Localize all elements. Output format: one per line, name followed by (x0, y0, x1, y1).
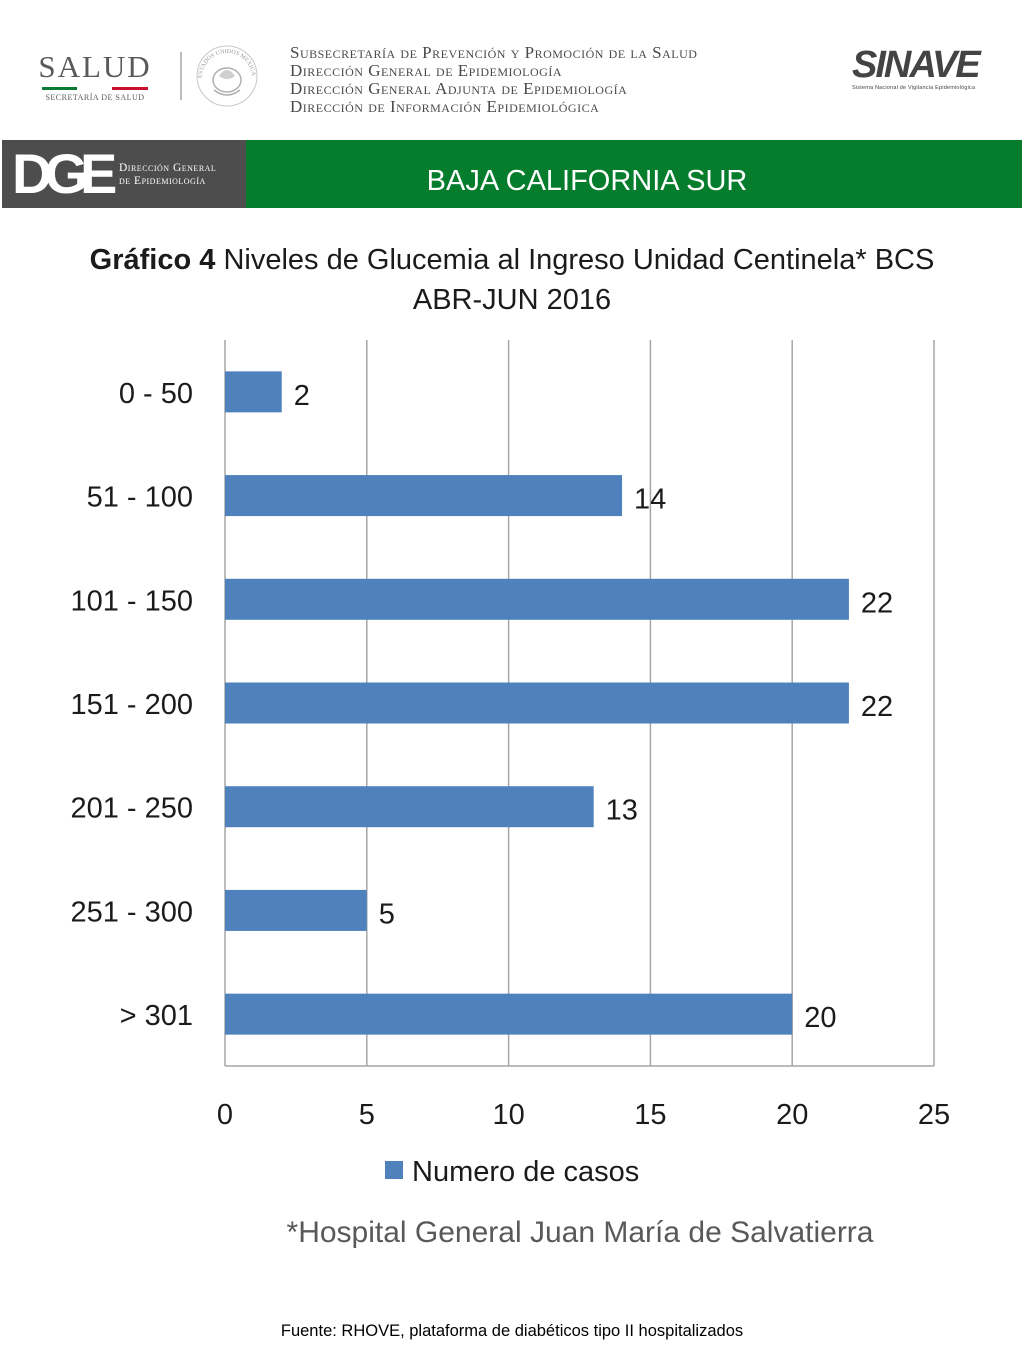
category-label: 0 - 50 (119, 378, 193, 410)
dge-logo-text: Dirección General de Epidemiología (119, 162, 216, 188)
x-tick-label: 10 (492, 1099, 524, 1131)
bar (225, 371, 282, 413)
x-tick-label: 5 (359, 1099, 375, 1131)
category-label: 51 - 100 (87, 482, 193, 514)
chart-title: Gráfico 4 Niveles de Glucemia al Ingreso… (0, 240, 1024, 320)
dge-logo-line: Dirección General (119, 162, 217, 174)
category-label: 101 - 150 (70, 585, 193, 617)
x-tick-label: 0 (217, 1099, 233, 1131)
bar-chart: 0 5 10 15 20 25 0 - 50 2 51 - 100 14 101 - 150 22 15… (70, 340, 950, 1188)
bar (225, 578, 849, 620)
x-tick-label: 15 (634, 1099, 666, 1131)
header-line: Subsecretaría de Prevención y Promoción … (290, 43, 698, 62)
header-line: Dirección General Adjunta de Epidemiolog… (290, 79, 628, 98)
salud-logo-subtitle: SECRETARÍA DE SALUD (45, 93, 145, 102)
header-line: Dirección General de Epidemiología (290, 61, 562, 80)
data-label: 14 (634, 484, 666, 516)
bar (225, 993, 793, 1035)
sinave-logo-word: SINAVE (852, 44, 981, 86)
sinave-logo: SINAVE Sistema Nacional de Vigilancia Ep… (852, 45, 992, 100)
chart-title-period: ABR-JUN 2016 (412, 284, 612, 316)
data-label: 22 (861, 691, 893, 723)
legend-label: Numero de casos (412, 1156, 639, 1188)
header-line: Dirección de Información Epidemiológica (290, 97, 600, 116)
category-label: 251 - 300 (70, 896, 193, 928)
category-label: 151 - 200 (70, 689, 193, 721)
source-note: Fuente: RHOVE, plataforma de diabéticos … (280, 1322, 744, 1340)
category-label: 201 - 250 (70, 793, 193, 825)
data-label: 13 (606, 795, 638, 827)
bar (225, 889, 367, 931)
x-tick-label: 20 (776, 1099, 808, 1131)
data-label: 2 (294, 380, 310, 412)
salud-logo-flag-stripe (42, 87, 148, 90)
dge-logo-mark: DGE (12, 142, 117, 205)
header-institution-lines: Subsecretaría de Prevención y Promoción … (290, 44, 697, 116)
x-tick-label: 25 (918, 1099, 950, 1131)
dge-logo-line: de Epidemiología (119, 175, 206, 187)
header-divider (180, 52, 182, 100)
bar (225, 682, 849, 724)
data-label: 22 (861, 587, 893, 619)
footnote: *Hospital General Juan María de Salvatie… (286, 1216, 874, 1249)
region-banner (246, 140, 1022, 208)
chart-title-number: Gráfico 4 (89, 244, 216, 276)
data-label: 5 (379, 898, 395, 930)
dge-banner-block (2, 140, 246, 208)
national-seal-icon: ESTADOS UNIDOS MEXICANOS (192, 40, 258, 107)
chart-title-text: Niveles de Glucemia al Ingreso Unidad Ce… (215, 244, 935, 276)
salud-logo: SALUD SECRETARÍA DE SALUD (30, 50, 160, 110)
legend-swatch (385, 1161, 403, 1179)
data-label: 20 (804, 1002, 836, 1034)
salud-logo-word: SALUD (38, 49, 152, 84)
category-label: > 301 (120, 1000, 193, 1032)
region-title: BAJA CALIFORNIA SUR (426, 165, 748, 197)
sinave-logo-subtitle: Sistema Nacional de Vigilancia Epidemiol… (852, 85, 976, 91)
bar (225, 786, 594, 828)
bar (225, 475, 623, 517)
